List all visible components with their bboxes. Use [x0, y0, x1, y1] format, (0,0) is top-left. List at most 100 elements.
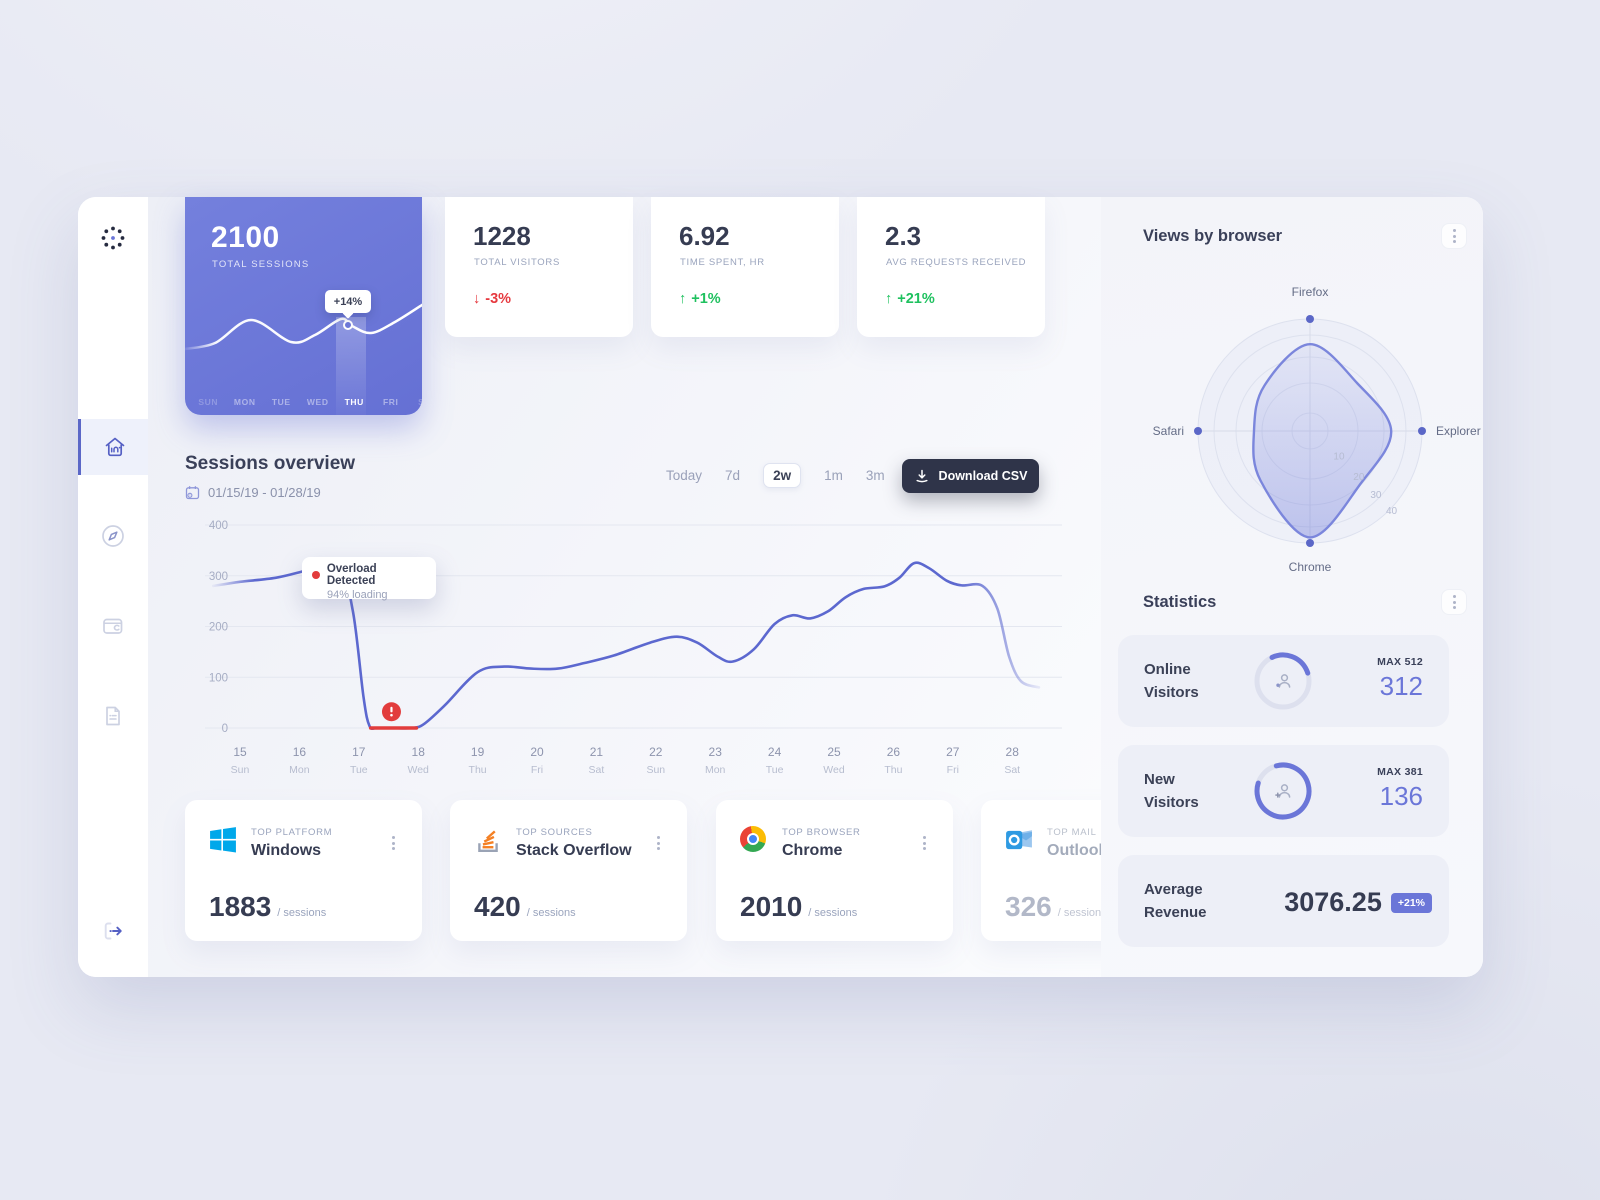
sidebar-item-home[interactable]: [78, 419, 148, 475]
alert-title: Overload Detected: [326, 563, 377, 587]
card-category: TOP PLATFORM: [251, 827, 333, 838]
svg-text:Sun: Sun: [646, 764, 665, 776]
online-visitors-value: 312: [1379, 671, 1423, 701]
svg-text:Thu: Thu: [884, 764, 902, 776]
stat-delta: ↓ -3%: [473, 291, 512, 307]
svg-text:15: 15: [233, 745, 247, 759]
card-menu-button[interactable]: [911, 830, 937, 856]
radar-data-shape: [1252, 342, 1393, 539]
mini-chart-tooltip: +14%: [325, 290, 371, 313]
filter-2w[interactable]: 2w: [763, 463, 802, 488]
card-unit: / sessions: [808, 907, 858, 919]
date-range-label: 01/15/19 - 01/28/19: [208, 485, 321, 500]
svg-text:Fri: Fri: [947, 764, 959, 776]
stat-label: AVG REQUESTS RECEIVED: [886, 257, 1027, 268]
safari-axis-label: Safari: [1153, 424, 1184, 438]
filter-1m[interactable]: 1m: [824, 468, 843, 483]
stackoverflow-icon: [478, 830, 498, 852]
sidebar-item-explore[interactable]: [78, 508, 148, 564]
calendar-icon: [185, 486, 200, 500]
new-visitors-max: MAX 381: [1377, 766, 1423, 778]
mini-sessions-chart: [185, 303, 422, 351]
new-visitor-icon: [1275, 784, 1291, 798]
svg-text:22: 22: [649, 745, 663, 759]
online-visitors-max: MAX 512: [1377, 656, 1423, 668]
new-visitors-progress-ring: [1254, 762, 1312, 820]
stat-value: 1228: [473, 221, 531, 251]
statistics-menu-button[interactable]: [1441, 589, 1467, 615]
day-label: SUN: [198, 397, 219, 407]
statistics-title: Statistics: [1143, 593, 1217, 611]
chrome-axis-dot: [1306, 539, 1314, 547]
home-icon: [105, 437, 124, 457]
svg-text:400: 400: [209, 520, 228, 532]
download-csv-button[interactable]: Download CSV: [902, 459, 1039, 493]
svg-text:Sat: Sat: [1004, 764, 1020, 776]
online-visitors-card: Online Visitors MAX 512 312: [1118, 635, 1449, 727]
time-filter-group: Today 7d 2w 1m 3m 2019: [666, 463, 938, 488]
views-menu-button[interactable]: [1441, 223, 1467, 249]
compass-icon: [102, 525, 124, 547]
online-visitors-progress-ring: [1254, 652, 1312, 710]
up-arrow-icon: ↑: [679, 291, 687, 307]
sidebar-item-reports[interactable]: [78, 688, 148, 744]
logout-icon: [104, 922, 122, 940]
svg-text:40: 40: [1386, 506, 1398, 517]
app-logo-icon[interactable]: [98, 223, 128, 253]
filter-today[interactable]: Today: [666, 468, 703, 483]
card-unit: / sessions: [277, 907, 327, 919]
card-category: TOP MAIL: [1047, 827, 1097, 838]
card-value: 1883: [209, 891, 272, 922]
average-revenue-value: 3076.25: [1284, 887, 1382, 917]
download-csv-label: Download CSV: [938, 469, 1028, 483]
stat-label: TIME SPENT, HR: [680, 257, 765, 268]
date-range-picker[interactable]: 01/15/19 - 01/28/19: [185, 485, 321, 500]
svg-text:17: 17: [352, 745, 366, 759]
svg-text:Sat: Sat: [589, 764, 605, 776]
wallet-icon: [103, 618, 123, 634]
chrome-axis-label: Chrome: [1289, 560, 1332, 574]
svg-text:20: 20: [530, 745, 544, 759]
filter-7d[interactable]: 7d: [725, 468, 741, 483]
svg-text:28: 28: [1006, 745, 1020, 759]
stat-delta: ↑ +21%: [885, 291, 935, 307]
card-value: 326: [1005, 891, 1052, 922]
svg-text:Mon: Mon: [289, 764, 310, 776]
stat-delta: ↑ +1%: [679, 291, 721, 307]
card-menu-button[interactable]: [645, 830, 671, 856]
sidebar-item-wallet[interactable]: [78, 598, 148, 654]
total-sessions-value: 2100: [211, 221, 280, 254]
outlook-icon: [1006, 830, 1032, 850]
svg-text:19: 19: [471, 745, 485, 759]
average-revenue-card: Average Revenue 3076.25 +21%: [1118, 855, 1449, 947]
mini-chart-line: [185, 303, 422, 351]
svg-text:23: 23: [709, 745, 723, 759]
svg-text:300: 300: [209, 571, 228, 583]
firefox-axis-label: Firefox: [1292, 285, 1329, 299]
right-panel: Views by browser 10 20 30 40 Firefox: [1101, 197, 1483, 977]
card-menu-button[interactable]: [380, 830, 406, 856]
online-visitors-label: Online Visitors: [1144, 661, 1199, 701]
overload-tooltip: Overload Detected 94% loading: [302, 557, 436, 601]
up-arrow-icon: ↑: [885, 291, 893, 307]
svg-text:21: 21: [590, 745, 604, 759]
sessions-line-chart: 400 300 200 100 0 15 Sun 16 Mon 17 Tue 18 Wed 19 Thu 2…: [205, 520, 1062, 776]
card-name: Chrome: [782, 842, 843, 859]
warning-icon[interactable]: [381, 702, 401, 722]
sidebar-logout-button[interactable]: [78, 903, 148, 959]
average-revenue-label: Average Revenue: [1144, 881, 1207, 921]
svg-text:200: 200: [209, 622, 228, 634]
new-visitors-card: New Visitors MAX 381 136: [1118, 745, 1449, 837]
explorer-axis-label: Explorer: [1436, 424, 1481, 438]
stat-value: 6.92: [679, 221, 730, 251]
page-title: Sessions overview: [185, 453, 356, 474]
document-icon: [106, 706, 120, 726]
chart-gridlines: [205, 524, 1062, 729]
svg-text:26: 26: [887, 745, 901, 759]
visitors-icon: [1276, 674, 1291, 688]
mini-chart-marker[interactable]: [343, 320, 353, 330]
card-value: 420: [474, 891, 521, 922]
day-label: SAT: [418, 397, 422, 407]
card-unit: / sessions: [1057, 907, 1107, 919]
filter-3m[interactable]: 3m: [865, 468, 885, 483]
